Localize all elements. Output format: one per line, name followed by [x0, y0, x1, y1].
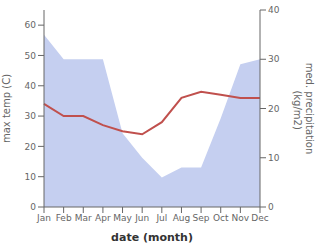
svg-text:40: 40 — [25, 81, 37, 91]
svg-text:0: 0 — [30, 202, 36, 212]
svg-text:10: 10 — [25, 172, 37, 182]
svg-text:Nov: Nov — [232, 213, 250, 223]
svg-text:May: May — [113, 213, 132, 223]
svg-text:40: 40 — [268, 5, 280, 15]
svg-text:20: 20 — [268, 104, 280, 114]
svg-text:20: 20 — [25, 142, 37, 152]
svg-text:Aug: Aug — [173, 213, 191, 223]
svg-text:30: 30 — [268, 54, 280, 64]
svg-text:Jul: Jul — [155, 213, 167, 223]
svg-text:Dec: Dec — [251, 213, 268, 223]
svg-text:10: 10 — [268, 153, 280, 163]
svg-text:0: 0 — [268, 202, 274, 212]
svg-text:Sep: Sep — [193, 213, 210, 223]
svg-text:Mar: Mar — [75, 213, 92, 223]
svg-text:Apr: Apr — [95, 213, 111, 223]
svg-text:Jan: Jan — [36, 213, 51, 223]
svg-text:max temp (C): max temp (C) — [8, 74, 12, 143]
svg-text:60: 60 — [25, 20, 37, 30]
svg-text:Feb: Feb — [56, 213, 72, 223]
svg-text:50: 50 — [25, 51, 37, 61]
svg-text:Jun: Jun — [134, 213, 149, 223]
svg-text:Oct: Oct — [213, 213, 229, 223]
svg-text:med. precipitation (kg/m2): med. precipitation (kg/m2) — [292, 63, 310, 155]
svg-text:date (month): date (month) — [111, 231, 193, 244]
svg-text:30: 30 — [25, 111, 37, 121]
